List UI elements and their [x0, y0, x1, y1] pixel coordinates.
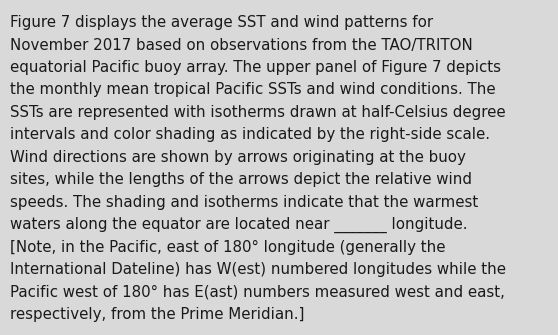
Text: the monthly mean tropical Pacific SSTs and wind conditions. The: the monthly mean tropical Pacific SSTs a…: [10, 82, 496, 97]
Text: speeds. The shading and isotherms indicate that the warmest: speeds. The shading and isotherms indica…: [10, 195, 478, 210]
Text: intervals and color shading as indicated by the right-side scale.: intervals and color shading as indicated…: [10, 127, 490, 142]
Text: Figure 7 displays the average SST and wind patterns for: Figure 7 displays the average SST and wi…: [10, 15, 433, 30]
Text: equatorial Pacific buoy array. The upper panel of Figure 7 depicts: equatorial Pacific buoy array. The upper…: [10, 60, 501, 75]
Text: waters along the equator are located near _______ longitude.: waters along the equator are located nea…: [10, 217, 468, 233]
Text: International Dateline) has W(est) numbered longitudes while the: International Dateline) has W(est) numbe…: [10, 262, 506, 277]
Text: sites, while the lengths of the arrows depict the relative wind: sites, while the lengths of the arrows d…: [10, 172, 472, 187]
Text: November 2017 based on observations from the TAO/TRITON: November 2017 based on observations from…: [10, 38, 473, 53]
Text: Pacific west of 180° has E(ast) numbers measured west and east,: Pacific west of 180° has E(ast) numbers …: [10, 284, 505, 299]
Text: respectively, from the Prime Meridian.]: respectively, from the Prime Meridian.]: [10, 307, 305, 322]
Text: Wind directions are shown by arrows originating at the buoy: Wind directions are shown by arrows orig…: [10, 150, 466, 165]
Text: [Note, in the Pacific, east of 180° longitude (generally the: [Note, in the Pacific, east of 180° long…: [10, 240, 445, 255]
Text: SSTs are represented with isotherms drawn at half-Celsius degree: SSTs are represented with isotherms draw…: [10, 105, 506, 120]
